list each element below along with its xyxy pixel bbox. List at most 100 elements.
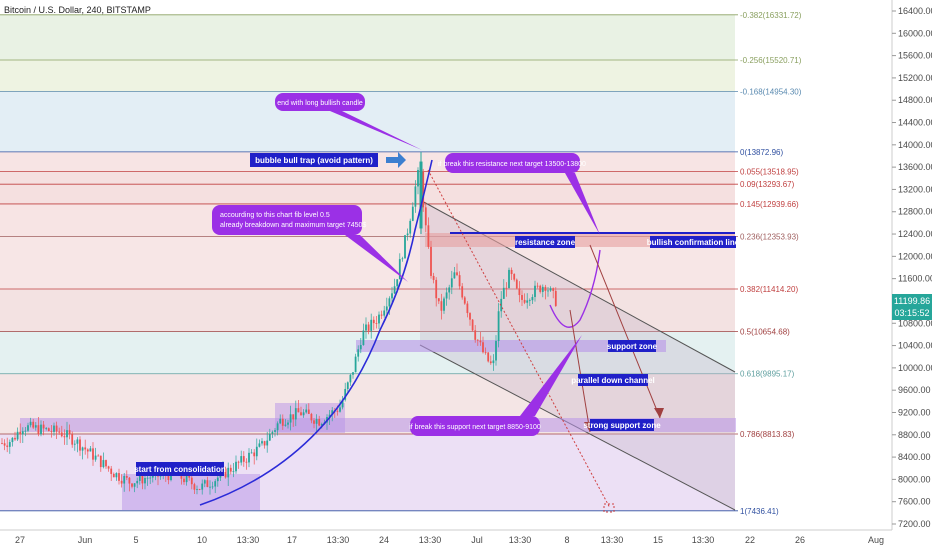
candle-body bbox=[536, 285, 539, 287]
candle-body bbox=[354, 356, 357, 373]
candle-body bbox=[102, 460, 105, 468]
candle-body bbox=[367, 324, 370, 331]
candle-body bbox=[79, 439, 81, 451]
candle-body bbox=[414, 186, 417, 207]
candle-body bbox=[66, 430, 68, 438]
x-tick-label: 22 bbox=[745, 535, 755, 545]
candle-body bbox=[229, 467, 232, 472]
x-tick-label: 24 bbox=[379, 535, 389, 545]
candle-body bbox=[284, 424, 287, 426]
svg-text:already breakdown and maximum: already breakdown and maximum target 745… bbox=[220, 222, 366, 229]
candle-body bbox=[133, 483, 136, 487]
y-tick-label: 15600.00 bbox=[898, 51, 932, 61]
chart-title: Bitcoin / U.S. Dollar, 240, BITSTAMP bbox=[4, 5, 151, 15]
x-tick-label: 13:30 bbox=[327, 535, 350, 545]
candle-body bbox=[128, 477, 131, 484]
candle-body bbox=[461, 286, 464, 298]
candle-body bbox=[131, 483, 133, 487]
candle-body bbox=[237, 461, 240, 463]
candle-body bbox=[34, 425, 37, 428]
callout-fib-level: accourding to this chart fib level 0.5 a… bbox=[212, 205, 408, 282]
callout-break-resistance: if break this resistance next target 135… bbox=[438, 153, 600, 235]
trap-arrow bbox=[386, 152, 406, 168]
candle-body bbox=[406, 233, 409, 236]
candle-body bbox=[50, 431, 53, 432]
candle-body bbox=[380, 314, 383, 316]
candle-body bbox=[42, 424, 45, 429]
candle-body bbox=[89, 448, 92, 452]
y-tick-label: 12400.00 bbox=[898, 229, 932, 239]
fib-zone bbox=[0, 203, 735, 237]
candle-body bbox=[201, 483, 204, 490]
candle-body bbox=[279, 418, 282, 424]
candle-body bbox=[320, 423, 323, 426]
candle-body bbox=[216, 477, 219, 482]
svg-text:if break this resistance next: if break this resistance next target 135… bbox=[438, 161, 586, 168]
svg-text:support zone: support zone bbox=[607, 342, 658, 351]
candle-body bbox=[294, 408, 297, 420]
candle-body bbox=[120, 480, 123, 484]
candle-body bbox=[401, 258, 404, 260]
candle-body bbox=[307, 409, 310, 414]
candle-body bbox=[341, 399, 344, 408]
y-tick-label: 14000.00 bbox=[898, 140, 932, 150]
candle-body bbox=[539, 285, 542, 292]
candle-body bbox=[385, 306, 388, 311]
candle-body bbox=[81, 447, 84, 451]
candle-body bbox=[352, 372, 354, 375]
candle-body bbox=[235, 461, 237, 472]
candle-body bbox=[521, 295, 523, 300]
candle-body bbox=[531, 296, 534, 301]
candle-body bbox=[313, 420, 315, 424]
fib-label: 0(13872.96) bbox=[740, 148, 783, 157]
candle-body bbox=[435, 279, 438, 299]
candle-body bbox=[372, 319, 375, 324]
x-tick-label: 13:30 bbox=[237, 535, 260, 545]
bounce-curve bbox=[549, 249, 601, 328]
y-tick-label: 12800.00 bbox=[898, 207, 932, 217]
fib-levels: -0.382(16331.72) -0.256(15520.71) -0.168(1… bbox=[0, 11, 802, 516]
candle-body bbox=[118, 473, 120, 481]
candle-body bbox=[315, 419, 318, 424]
candle-body bbox=[190, 477, 193, 485]
candle-body bbox=[274, 430, 276, 432]
candle-body bbox=[92, 448, 94, 460]
candle-body bbox=[388, 298, 391, 307]
candle-body bbox=[349, 374, 352, 383]
candle-body bbox=[123, 476, 126, 484]
y-tick-label: 16000.00 bbox=[898, 28, 932, 38]
candle-body bbox=[29, 421, 32, 426]
candle-body bbox=[68, 430, 71, 435]
candle-body bbox=[547, 290, 549, 292]
candle-body bbox=[287, 422, 289, 425]
candle-body bbox=[167, 475, 170, 481]
candle-body bbox=[224, 468, 227, 478]
label-resistance-zone: resistance zone bbox=[515, 236, 576, 248]
candle-body bbox=[510, 269, 513, 275]
candle-body bbox=[107, 466, 110, 469]
candle-body bbox=[125, 476, 128, 478]
candle-body bbox=[211, 486, 214, 488]
candle-body bbox=[40, 424, 42, 435]
candle-body bbox=[305, 409, 308, 413]
candle-body bbox=[71, 434, 74, 445]
candle-body bbox=[463, 297, 466, 304]
fib-zone bbox=[0, 184, 735, 204]
candle-body bbox=[136, 480, 139, 484]
candle-body bbox=[37, 425, 40, 435]
callout-break-support: if break this support next target 8850-9… bbox=[409, 335, 582, 436]
fib-label: 0.786(8813.83) bbox=[740, 430, 795, 439]
fib-label: 1(7436.41) bbox=[740, 507, 779, 516]
candle-body bbox=[300, 412, 302, 416]
candle-body bbox=[476, 339, 479, 341]
y-tick-label: 10000.00 bbox=[898, 363, 932, 373]
y-tick-label: 9600.00 bbox=[898, 385, 931, 395]
candle-body bbox=[141, 474, 144, 484]
candle-body bbox=[331, 410, 334, 415]
fib-zone bbox=[0, 14, 735, 61]
candle-body bbox=[357, 349, 360, 357]
candle-body bbox=[489, 361, 492, 364]
candle-body bbox=[370, 319, 373, 331]
svg-text:bullish confirmation line: bullish confirmation line bbox=[647, 238, 740, 247]
